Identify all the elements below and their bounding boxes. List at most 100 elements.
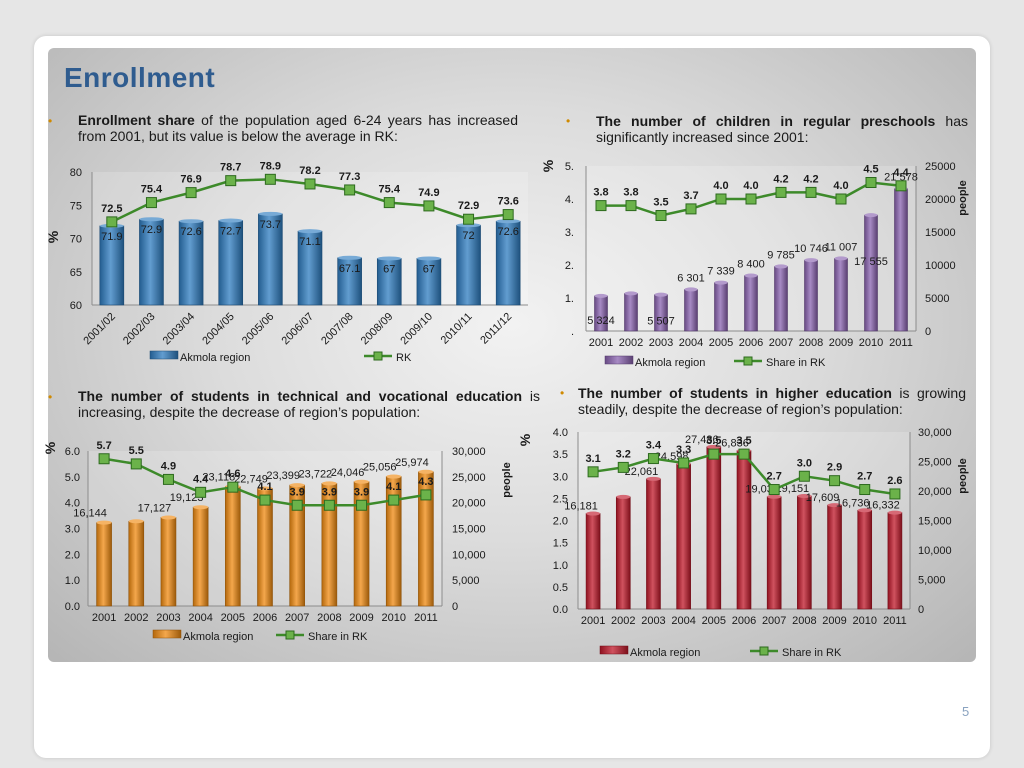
line-marker xyxy=(829,475,841,487)
bar-value-label: 17 555 xyxy=(854,256,888,268)
bar xyxy=(99,225,125,306)
line-marker xyxy=(145,197,157,209)
line-value-label: 4.0 xyxy=(713,180,728,192)
x-tick-label: 2001 xyxy=(589,337,613,349)
line-value-label: 75.4 xyxy=(379,184,401,196)
x-tick-label: 2009/10 xyxy=(398,311,435,348)
line-value-label: 73.6 xyxy=(497,196,518,208)
text-enrollment-share: Enrollment share of the population aged … xyxy=(78,112,518,144)
bar-value-label: 19,151 xyxy=(776,483,810,495)
bar xyxy=(744,275,758,332)
line-marker xyxy=(595,200,607,212)
bar-value-label: 16,181 xyxy=(564,501,598,513)
bar xyxy=(834,258,848,332)
bar-value-label: 16,144 xyxy=(73,508,107,520)
line-value-label: 74.9 xyxy=(418,187,439,199)
y-tick-label-right: 20000 xyxy=(925,194,956,206)
legend-swatch-bar xyxy=(152,629,182,639)
bar-value-label: 5 507 xyxy=(647,316,675,328)
line-value-label: 4.1 xyxy=(257,481,272,493)
bar-value-label: 17,609 xyxy=(806,492,840,504)
bar-cap xyxy=(298,229,322,234)
y-tick-label-left: 0.0 xyxy=(553,604,568,616)
bar-cap xyxy=(377,256,402,261)
x-tick-label: 2005/06 xyxy=(240,311,277,348)
bar-cap xyxy=(258,211,283,216)
bar xyxy=(257,488,273,607)
y-tick-label-right: 5,000 xyxy=(452,575,480,587)
bar-cap xyxy=(887,510,902,515)
bar xyxy=(887,512,903,610)
y-tick-label-left: 2. xyxy=(565,260,574,272)
text-bold: The number of students in technical and … xyxy=(78,388,523,404)
line-value-label: 78.9 xyxy=(260,160,281,172)
bar-value-label: 67 xyxy=(383,263,395,275)
y-axis-title-right: people xyxy=(957,180,969,215)
y-tick-label-right: 10000 xyxy=(925,260,956,272)
bar xyxy=(714,282,728,332)
line-marker xyxy=(798,470,810,482)
line-value-label: 4.2 xyxy=(803,173,818,185)
bar-value-label: 23,118 xyxy=(202,472,235,484)
legend-swatch-marker xyxy=(759,646,769,656)
bar xyxy=(797,495,812,610)
bar-value-label: 26,836 xyxy=(715,438,749,450)
bar-value-label: 21 578 xyxy=(884,172,918,184)
bar-cap xyxy=(684,287,698,292)
line-value-label: 72.9 xyxy=(458,200,479,212)
x-tick-label: 2006 xyxy=(732,615,756,627)
bar-cap xyxy=(321,481,337,486)
bar-cap xyxy=(128,519,144,524)
line-value-label: 3.7 xyxy=(683,190,698,202)
bar-value-label: 72.7 xyxy=(220,226,241,238)
line-marker xyxy=(259,494,271,506)
line-value-label: 3.8 xyxy=(623,187,638,199)
line-marker xyxy=(225,175,237,187)
x-tick-label: 2007 xyxy=(285,612,309,624)
line-marker xyxy=(162,473,174,485)
line-value-label: 72.5 xyxy=(101,203,122,215)
bar xyxy=(192,506,209,607)
text-higher-education: The number of students in higher educati… xyxy=(578,385,966,417)
bar-cap xyxy=(857,508,872,513)
text-technical-education: The number of students in technical and … xyxy=(78,388,540,420)
y-tick-label-left: 5. xyxy=(565,161,574,173)
text-rest: is increasing, despite the decrease of r… xyxy=(78,388,540,420)
x-tick-label: 2008/09 xyxy=(359,311,396,348)
line-value-label: 3.0 xyxy=(797,457,812,469)
line-marker xyxy=(130,458,142,470)
bar-value-label: 72 xyxy=(462,230,474,242)
line-value-label: 4.5 xyxy=(863,164,878,176)
bar xyxy=(736,450,752,610)
bar xyxy=(646,478,661,610)
x-tick-label: 2011 xyxy=(889,337,913,349)
y-tick-label-left: 1.0 xyxy=(553,560,568,572)
x-tick-label: 2008 xyxy=(792,615,816,627)
bar xyxy=(804,259,818,332)
bar xyxy=(615,496,631,610)
y-tick-label-left: 3.5 xyxy=(553,449,568,461)
bar xyxy=(706,446,722,610)
y-tick-label-right: 25000 xyxy=(925,161,956,173)
y-tick-label-right: 0 xyxy=(452,601,458,613)
line-marker xyxy=(502,209,514,221)
bullet-4: • xyxy=(560,386,565,400)
x-tick-label: 2004/05 xyxy=(200,311,237,348)
y-tick-label-left: 6.0 xyxy=(65,446,80,458)
line-marker xyxy=(647,453,659,465)
line-value-label: 3.9 xyxy=(354,486,369,498)
line-marker xyxy=(805,186,817,198)
line-marker xyxy=(859,484,871,496)
x-tick-label: 2010 xyxy=(381,612,405,624)
y-tick-label-left: 2.0 xyxy=(65,549,80,561)
x-tick-label: 2009 xyxy=(829,337,853,349)
page-number: 5 xyxy=(962,704,970,719)
line-marker xyxy=(625,200,637,212)
bar xyxy=(676,463,691,610)
bar xyxy=(128,520,145,607)
bar-value-label: 71.1 xyxy=(299,236,320,248)
x-tick-label: 2002/03 xyxy=(121,311,158,348)
legend-label: Akmola region xyxy=(180,352,250,364)
line-marker xyxy=(889,488,901,500)
